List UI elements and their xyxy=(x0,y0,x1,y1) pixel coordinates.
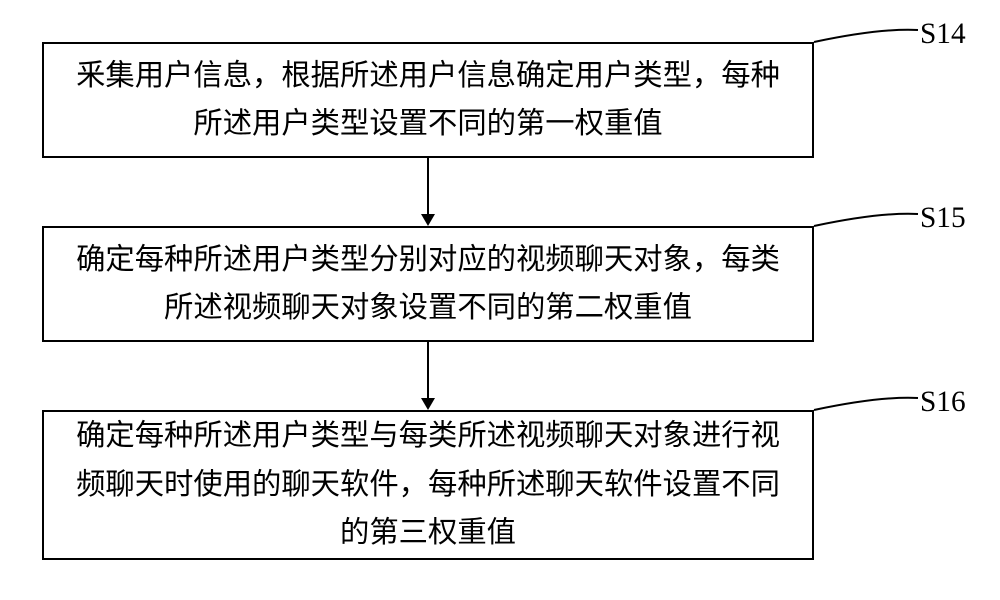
connector-s15 xyxy=(810,208,922,230)
node-text: 确定每种所述用户类型与每类所述视频聊天对象进行视频聊天时使用的聊天软件，每种所述… xyxy=(68,412,788,557)
flowchart-node-s15: 确定每种所述用户类型分别对应的视频聊天对象，每类所述视频聊天对象设置不同的第二权… xyxy=(42,226,814,342)
connector-s16 xyxy=(810,392,922,414)
step-label-s16: S16 xyxy=(920,386,966,419)
node-text: 釆集用户信息，根据所述用户信息确定用户类型，每种所述用户类型设置不同的第一权重值 xyxy=(68,52,788,149)
step-label-s14: S14 xyxy=(920,18,966,51)
flowchart-node-s14: 釆集用户信息，根据所述用户信息确定用户类型，每种所述用户类型设置不同的第一权重值 xyxy=(42,42,814,158)
flowchart-container: 釆集用户信息，根据所述用户信息确定用户类型，每种所述用户类型设置不同的第一权重值… xyxy=(0,0,1000,600)
arrow-line-0 xyxy=(427,158,429,214)
connector-s14 xyxy=(810,24,922,46)
arrow-line-1 xyxy=(427,342,429,398)
step-label-s15: S15 xyxy=(920,202,966,235)
node-text: 确定每种所述用户类型分别对应的视频聊天对象，每类所述视频聊天对象设置不同的第二权… xyxy=(68,236,788,333)
arrow-head-1 xyxy=(421,398,435,410)
flowchart-node-s16: 确定每种所述用户类型与每类所述视频聊天对象进行视频聊天时使用的聊天软件，每种所述… xyxy=(42,410,814,560)
arrow-head-0 xyxy=(421,214,435,226)
